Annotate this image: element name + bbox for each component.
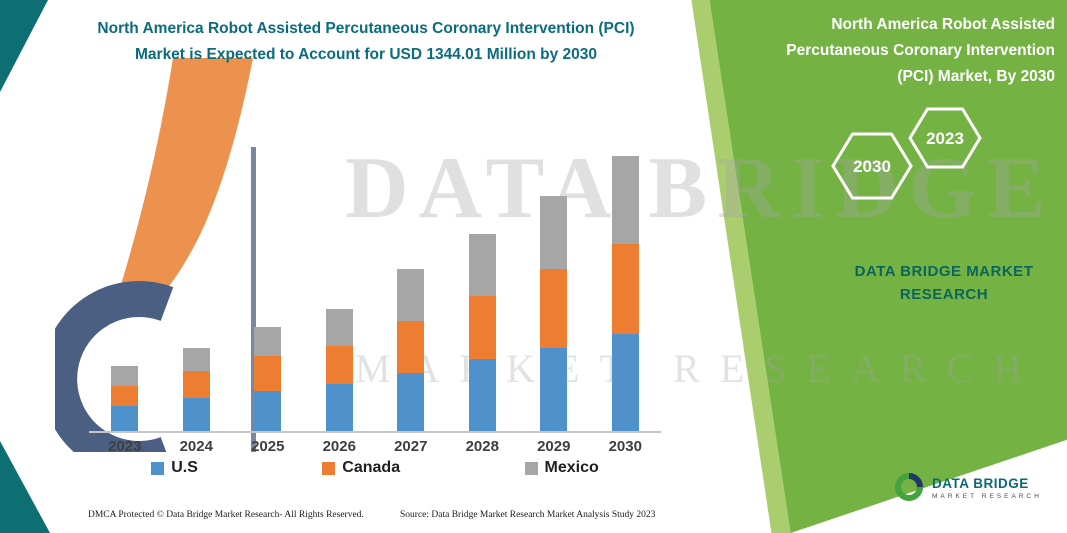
bar-segment-Mexico-2028 (468, 234, 496, 296)
legend-swatch-Mexico (524, 461, 538, 475)
bar-segment-Mexico-2029 (540, 195, 568, 269)
hexagon-year-badges: 2023 2030 (831, 107, 982, 200)
stacked-bar-2028 (468, 234, 496, 431)
stacked-bar-2026 (325, 309, 353, 431)
bar-segment-U.S-2025 (254, 390, 282, 431)
x-axis-labels: 2023 2024 2025 2026 2027 2028 2029 2030 (89, 438, 661, 455)
bar-2029 (518, 150, 590, 431)
hexagon-2023-outline (908, 107, 982, 169)
logo-name: DATA BRIDGE (932, 476, 1029, 491)
bar-segment-U.S-2028 (468, 359, 496, 431)
bar-chart-plot-area (89, 150, 661, 433)
bar-segment-Canada-2027 (397, 320, 425, 373)
top-left-corner-triangle (0, 0, 48, 92)
logo-stem-line (251, 147, 256, 452)
bar-2027 (375, 150, 447, 431)
bar-segment-Canada-2028 (468, 296, 496, 359)
bar-2024 (161, 150, 233, 431)
logo-icon-green-swoosh (895, 473, 923, 501)
legend-swatch-U.S (151, 461, 165, 475)
bar-segment-Canada-2030 (611, 244, 639, 334)
side-panel-title: North America Robot Assisted Percutaneou… (786, 16, 1055, 85)
bar-segment-Mexico-2025 (254, 327, 282, 356)
bar-segment-U.S-2024 (182, 398, 210, 431)
logo-tagline: MARKET RESEARCH (932, 493, 1042, 500)
bar-segment-Canada-2026 (325, 345, 353, 384)
x-axis-label-2023: 2023 (108, 438, 142, 455)
bar-segment-Mexico-2024 (182, 348, 210, 372)
stacked-bar-2025 (254, 327, 282, 431)
bar-segment-Canada-2023 (111, 385, 139, 406)
bar-segment-U.S-2030 (611, 334, 639, 431)
source-note: Source: Data Bridge Market Research Mark… (400, 510, 656, 520)
legend-label-U.S: U.S (171, 459, 198, 476)
legend-item-Canada: Canada (322, 459, 400, 477)
bottom-left-corner-triangle (0, 441, 50, 533)
bar-2025 (232, 150, 304, 431)
watermark-text-line1: DATA BRIDGE (345, 140, 1056, 237)
logo-flame-shape (115, 58, 253, 304)
x-axis-label-2030: 2030 (608, 438, 642, 455)
bar-segment-U.S-2029 (540, 347, 568, 431)
bar-segment-Canada-2029 (540, 268, 568, 348)
legend-item-Mexico: Mexico (524, 459, 599, 477)
hexagon-2030-outline (831, 132, 913, 200)
bar-2028 (447, 150, 519, 431)
legend-label-Canada: Canada (342, 459, 401, 476)
bar-segment-Mexico-2026 (325, 309, 353, 346)
stacked-bar-2023 (111, 365, 139, 431)
bar-segment-U.S-2023 (111, 406, 139, 431)
data-bridge-logo: DATA BRIDGE MARKET RESEARCH (893, 470, 1042, 506)
brand-text-line2: RESEARCH (899, 286, 989, 303)
x-axis-label-2027: 2027 (394, 438, 428, 455)
bar-segment-Mexico-2023 (111, 365, 139, 386)
bar-segment-Canada-2024 (182, 371, 210, 399)
legend-label-Mexico: Mexico (544, 459, 599, 476)
x-axis-label-2028: 2028 (465, 438, 499, 455)
logo-crescent-shape (55, 281, 174, 452)
hexagon-2030-label: 2030 (853, 157, 891, 176)
x-axis-label-2029: 2029 (537, 438, 571, 455)
brand-text-line1: DATA BRIDGE MARKET (854, 263, 1034, 280)
x-axis-label-2025: 2025 (251, 438, 285, 455)
bar-2030 (590, 150, 662, 431)
hexagon-2023-label: 2023 (926, 129, 964, 148)
logo-icon-navy-swoosh (908, 473, 923, 488)
bar-2026 (304, 150, 376, 431)
bar-segment-Mexico-2030 (611, 156, 639, 244)
stacked-bar-2029 (540, 195, 568, 431)
bar-2023 (89, 150, 161, 431)
bar-segment-U.S-2026 (325, 383, 353, 431)
brand-text: DATA BRIDGE MARKET RESEARCH (810, 260, 1067, 306)
chart-title: North America Robot Assisted Percutaneou… (97, 20, 635, 63)
legend-item-U.S: U.S (151, 459, 198, 477)
chart-legend: U.S Canada Mexico (89, 459, 661, 477)
stacked-bar-2024 (182, 348, 210, 431)
data-bridge-logo-icon (895, 473, 923, 501)
legend-swatch-Canada (322, 461, 336, 475)
watermark-text-line2: MARKET RESEARCH (355, 346, 1043, 391)
bar-segment-Canada-2025 (254, 355, 282, 391)
stacked-bar-2030 (611, 156, 639, 431)
x-axis-label-2024: 2024 (179, 438, 213, 455)
dmca-notice: DMCA Protected © Data Bridge Market Rese… (88, 510, 364, 520)
bar-segment-U.S-2027 (397, 372, 425, 431)
x-axis-label-2026: 2026 (322, 438, 356, 455)
logo-text-block: DATA BRIDGE MARKET RESEARCH (932, 476, 1042, 500)
data-bridge-logo-watermark (55, 58, 256, 452)
bar-segment-Mexico-2027 (397, 268, 425, 321)
stacked-bar-2027 (397, 268, 425, 431)
